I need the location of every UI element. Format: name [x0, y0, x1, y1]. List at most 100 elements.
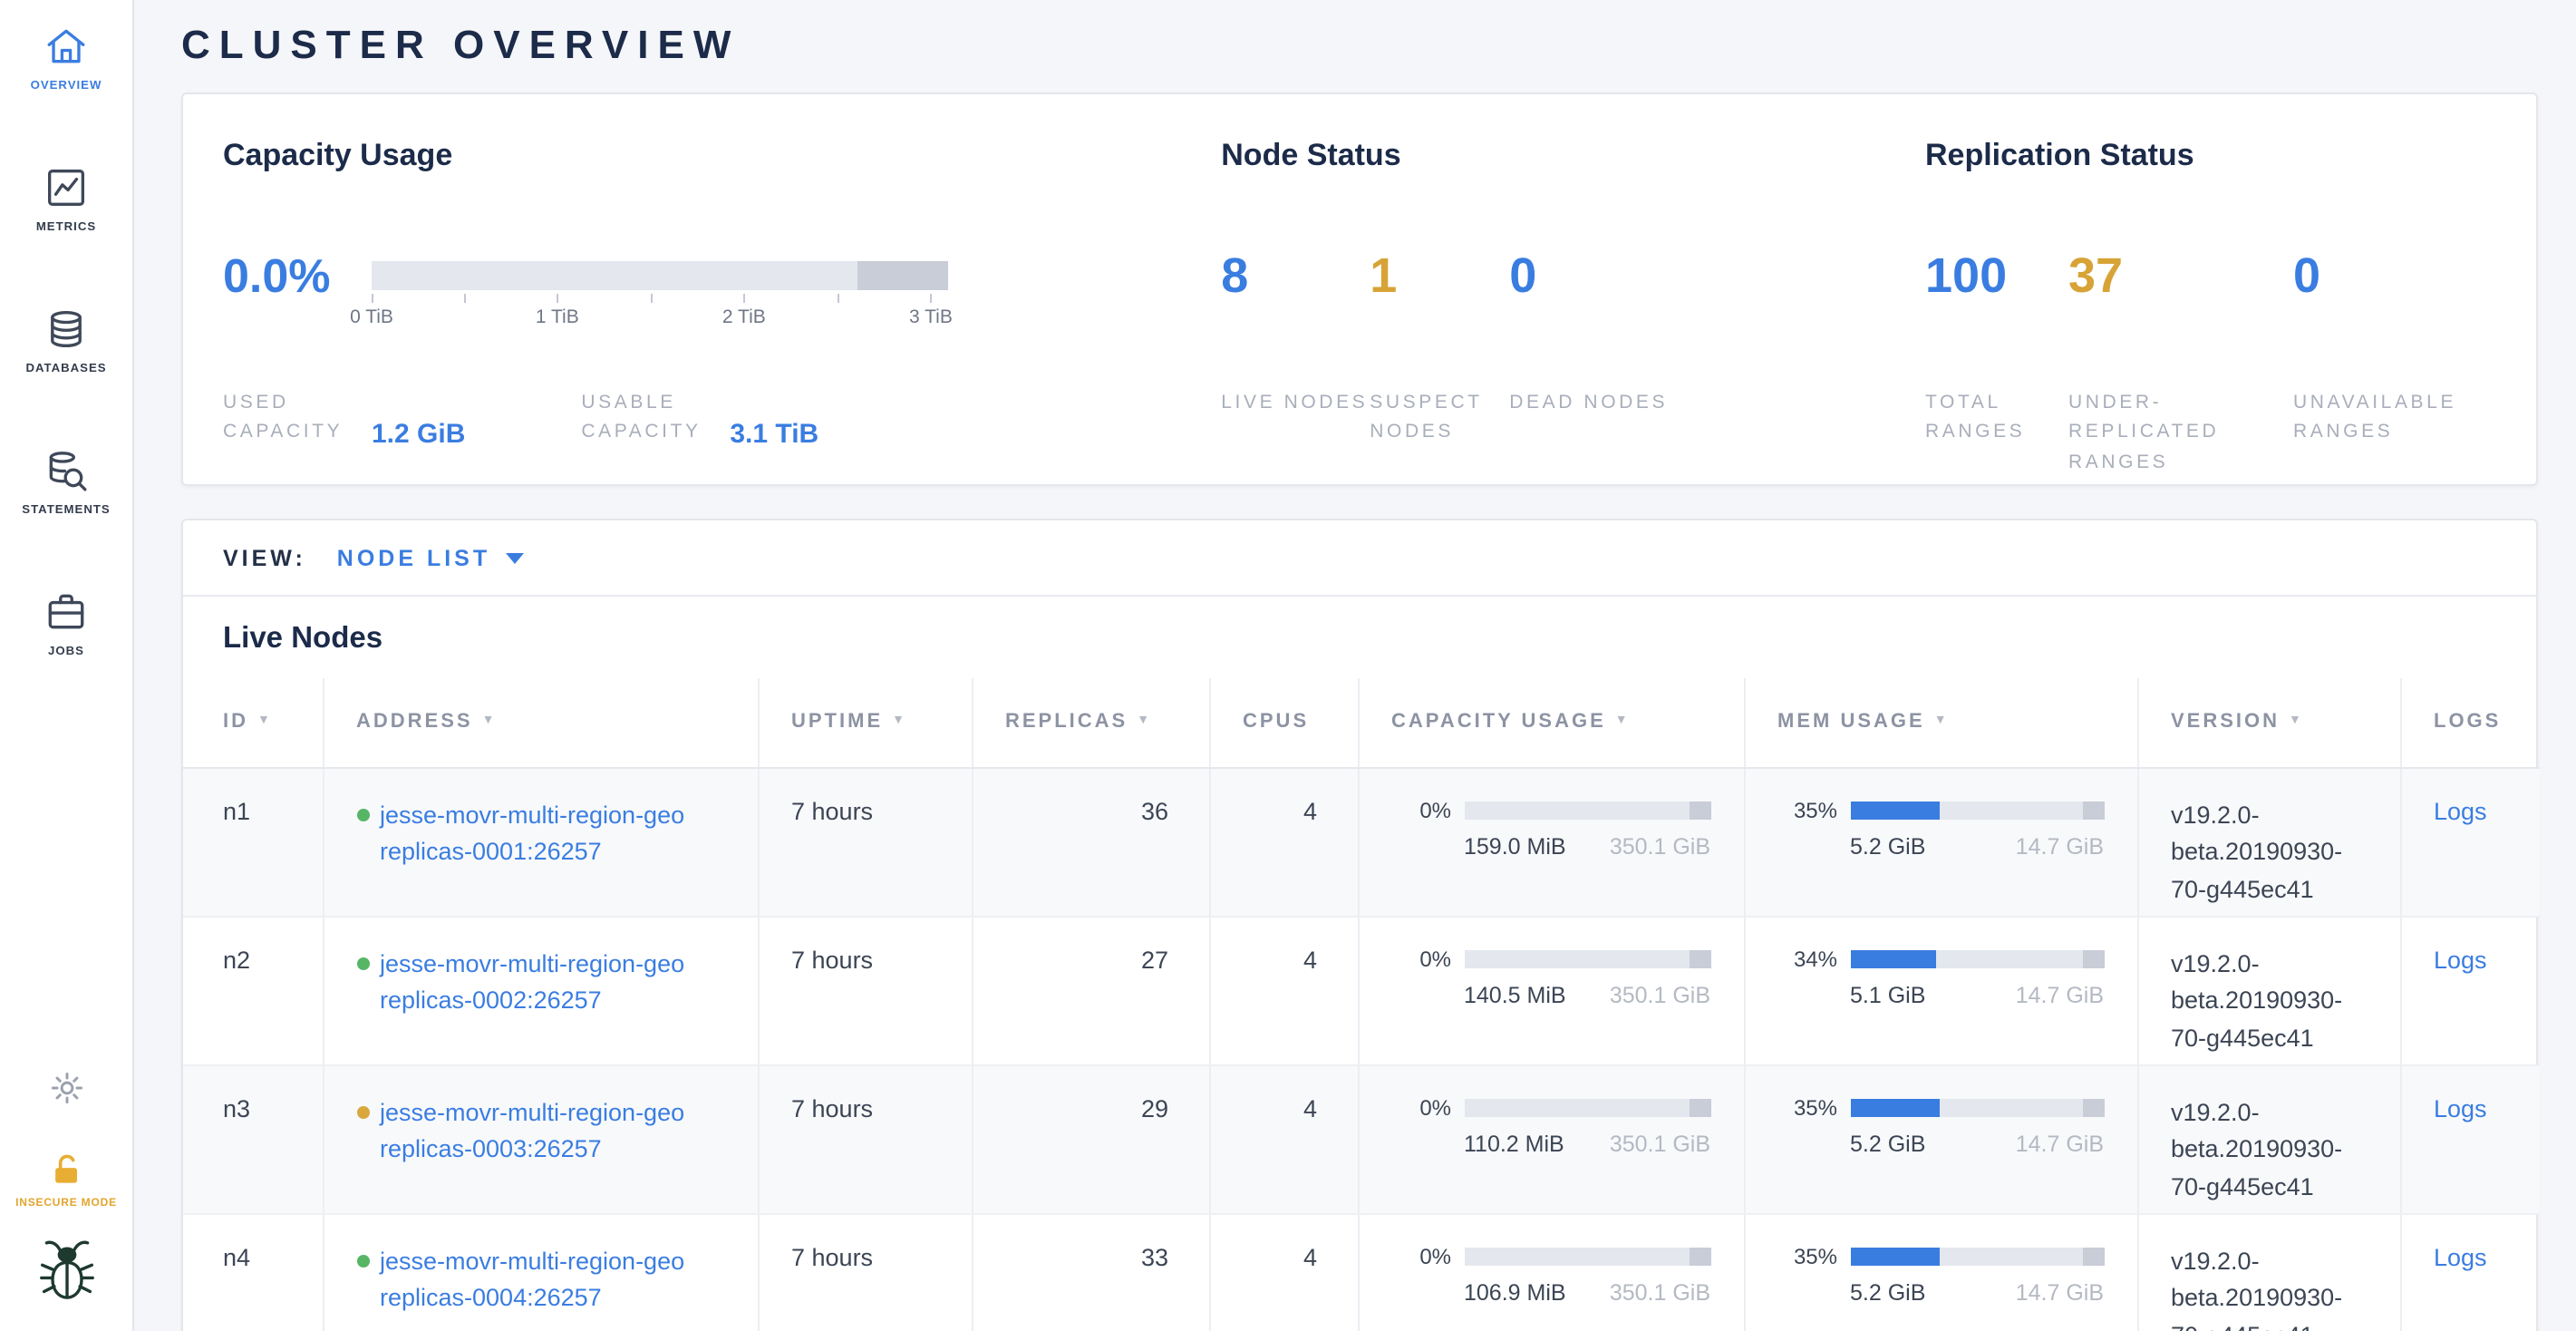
column-header-logs: LOGS: [2400, 678, 2540, 768]
column-header-capacity-usage[interactable]: CAPACITY USAGE ▼: [1358, 678, 1745, 768]
logs-link[interactable]: Logs: [2434, 797, 2487, 824]
cpus-cell: 4: [1209, 767, 1359, 917]
replicas-cell: 29: [972, 1064, 1210, 1214]
sidebar-item-jobs[interactable]: JOBS: [44, 589, 89, 658]
column-header-version[interactable]: VERSION ▼: [2137, 678, 2401, 768]
version-cell: v19.2.0-beta.20190930-70-g445ec41: [2137, 1064, 2401, 1214]
mem-usage-meter: 35% 5.2 GiB 14.7 GiB: [1793, 1243, 2104, 1305]
under-replicated-count: 37: [2068, 248, 2124, 303]
settings-button[interactable]: [46, 1068, 86, 1117]
node-id-cell: n1: [183, 767, 324, 917]
mem-bar: [1850, 1247, 2104, 1265]
total-ranges-count: 100: [1925, 248, 2008, 303]
mem-usage-cell: 35% 5.2 GiB 14.7 GiB: [1744, 1064, 2138, 1214]
sidebar-item-metrics[interactable]: METRICS: [36, 165, 96, 234]
live-nodes-title: Live Nodes: [223, 622, 383, 655]
axis-tick: [743, 294, 746, 303]
logs-link[interactable]: Logs: [2434, 1243, 2487, 1270]
insecure-mode-label: INSECURE MODE: [15, 1199, 117, 1210]
mem-usage-meter: 35% 5.2 GiB 14.7 GiB: [1793, 1094, 2104, 1156]
database-search-icon: [49, 452, 87, 491]
node-status-dot: [356, 808, 369, 821]
live-nodes-count: 8: [1221, 248, 1249, 303]
capacity-usage-meter: 0% 159.0 MiB 350.1 GiB: [1419, 797, 1710, 859]
sidebar-item-label: METRICS: [35, 221, 97, 234]
column-header-address[interactable]: ADDRESS ▼: [323, 678, 759, 768]
table-header-row: ID ▼ ADDRESS ▼ UPTIME ▼ REPLICAS ▼ CPUS CAPA…: [183, 678, 2540, 768]
capacity-usage-meter: 0% 110.2 MiB 350.1 GiB: [1419, 1094, 1710, 1156]
table-row: n4 jesse-movr-multi-region-geo replicas-…: [183, 1213, 2540, 1331]
capacity-usage-cell: 0% 106.9 MiB 350.1 GiB: [1358, 1213, 1745, 1331]
node-address-cell: jesse-movr-multi-region-geo replicas-000…: [323, 1213, 759, 1331]
mem-bar: [1850, 801, 2104, 819]
lock-open-icon: [54, 1154, 76, 1183]
mem-usage-cell: 35% 5.2 GiB 14.7 GiB: [1744, 1213, 2138, 1331]
logs-cell: Logs: [2400, 767, 2540, 917]
live-nodes-stat: 8 LIVE NODES: [1221, 239, 1370, 447]
sidebar-item-statements[interactable]: STATEMENTS: [22, 448, 110, 517]
node-address-link[interactable]: jesse-movr-multi-region-geo replicas-000…: [356, 1243, 757, 1319]
unavailable-ranges-label: UNAVAILABLE RANGES: [2293, 392, 2457, 443]
column-header-replicas[interactable]: REPLICAS ▼: [972, 678, 1210, 768]
node-address-cell: jesse-movr-multi-region-geo replicas-000…: [323, 916, 759, 1065]
dead-nodes-stat: 0 DEAD NODES: [1509, 239, 1672, 447]
column-header-mem-usage[interactable]: MEM USAGE ▼: [1744, 678, 2138, 768]
cockroach-bug-logo: [37, 1235, 95, 1313]
cpus-cell: 4: [1209, 1064, 1359, 1214]
under-replicated-ranges-stat: 37 UNDER-REPLICATED RANGES: [2068, 239, 2293, 477]
insecure-mode-link[interactable]: INSECURE MODE: [15, 1150, 117, 1210]
usable-capacity-label: USABLE CAPACITY: [581, 392, 702, 443]
table-row: n1 jesse-movr-multi-region-geo replicas-…: [183, 767, 2540, 917]
version-cell: v19.2.0-beta.20190930-70-g445ec41: [2137, 1213, 2401, 1331]
suspect-nodes-stat: 1 SUSPECT NODES: [1370, 239, 1509, 447]
sidebar-item-overview[interactable]: OVERVIEW: [31, 24, 102, 92]
usable-capacity-stat: USABLE CAPACITY 3.1 TiB: [581, 388, 819, 450]
axis-tick-label: 2 TiB: [721, 306, 766, 328]
uptime-cell: 7 hours: [758, 1213, 973, 1331]
usable-capacity-value: 3.1 TiB: [730, 418, 819, 450]
unavailable-ranges-stat: 0 UNAVAILABLE RANGES: [2293, 239, 2493, 477]
live-nodes-table: ID ▼ ADDRESS ▼ UPTIME ▼ REPLICAS ▼ CPUS CAPA…: [183, 678, 2540, 1331]
mem-bar: [1850, 949, 2104, 967]
mem-usage-cell: 35% 5.2 GiB 14.7 GiB: [1744, 767, 2138, 917]
used-capacity-label: USED CAPACITY: [223, 392, 344, 443]
axis-tick: [930, 294, 933, 303]
capacity-usage-title: Capacity Usage: [223, 138, 453, 172]
capacity-usage-cell: 0% 140.5 MiB 350.1 GiB: [1358, 916, 1745, 1065]
node-id-cell: n3: [183, 1064, 324, 1214]
column-header-uptime[interactable]: UPTIME ▼: [758, 678, 973, 768]
mem-usage-meter: 34% 5.1 GiB 14.7 GiB: [1793, 946, 2104, 1007]
metrics-chart-icon: [47, 170, 84, 207]
unavailable-ranges-count: 0: [2293, 248, 2321, 303]
node-status-dot: [356, 957, 369, 969]
replicas-cell: 36: [972, 767, 1210, 917]
capacity-usage-bar: 0 TiB 1 TiB 2 TiB 3 TiB: [350, 261, 953, 328]
node-address-link[interactable]: jesse-movr-multi-region-geo replicas-000…: [356, 1094, 757, 1171]
sort-arrow-icon: ▼: [481, 714, 498, 728]
sidebar-item-label: JOBS: [48, 646, 84, 658]
logs-link[interactable]: Logs: [2434, 946, 2487, 973]
node-address-link[interactable]: jesse-movr-multi-region-geo replicas-000…: [356, 797, 757, 873]
logs-cell: Logs: [2400, 916, 2540, 1065]
view-dropdown[interactable]: NODE LIST: [337, 545, 524, 570]
dead-nodes-count: 0: [1509, 248, 1537, 303]
node-address-link[interactable]: jesse-movr-multi-region-geo replicas-000…: [356, 946, 757, 1022]
sidebar-item-label: STATEMENTS: [22, 504, 111, 517]
capacity-bar: [1464, 1247, 1710, 1265]
mem-bar: [1850, 1098, 2104, 1116]
sidebar-item-databases[interactable]: DATABASES: [25, 306, 106, 375]
sort-arrow-icon: ▼: [1137, 714, 1153, 728]
logs-cell: Logs: [2400, 1213, 2540, 1331]
sidebar-item-label: OVERVIEW: [30, 80, 102, 92]
capacity-usage-section: Capacity Usage 0.0% 0 TiB 1 T: [223, 138, 1221, 449]
logs-link[interactable]: Logs: [2434, 1094, 2487, 1122]
under-replicated-label: UNDER-REPLICATED RANGES: [2068, 392, 2220, 473]
logs-cell: Logs: [2400, 1064, 2540, 1214]
database-icon: [51, 311, 82, 347]
capacity-bar: [1464, 949, 1710, 967]
replication-status-title: Replication Status: [1925, 138, 2194, 172]
column-header-id[interactable]: ID ▼: [183, 678, 324, 768]
capacity-bar-reserved-segment: [857, 261, 948, 290]
used-capacity-value: 1.2 GiB: [372, 418, 466, 450]
sidebar-item-label: DATABASES: [25, 363, 107, 375]
